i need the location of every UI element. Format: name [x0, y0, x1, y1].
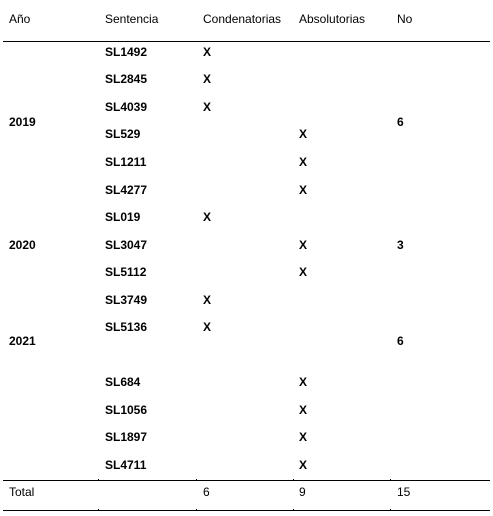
- no-count-cell: 6: [397, 334, 404, 348]
- header-no: No: [397, 12, 413, 26]
- absolutoria-mark: X: [299, 458, 308, 472]
- column-separator: [196, 479, 197, 481]
- absolutoria-mark: X: [299, 265, 308, 279]
- sentencia-cell: SL5136: [105, 320, 148, 334]
- sentencia-cell: SL4277: [105, 183, 148, 197]
- condenatoria-mark: X: [203, 45, 212, 59]
- total-label: Total: [9, 485, 35, 499]
- column-separator: [293, 479, 294, 481]
- sentencia-cell: SL1492: [105, 45, 148, 59]
- condenatoria-mark: X: [203, 100, 212, 114]
- absolutoria-mark: X: [299, 183, 308, 197]
- total-top-rule: [3, 480, 490, 481]
- total-absolutorias: 9: [299, 485, 306, 499]
- sentencia-cell: SL019: [105, 210, 141, 224]
- table-bottom-rule: [3, 510, 490, 511]
- sentencia-cell: SL1056: [105, 403, 148, 417]
- header-condenatorias: Condenatorias: [203, 12, 282, 26]
- sentencia-cell: SL1897: [105, 430, 148, 444]
- condenatoria-mark: X: [203, 210, 212, 224]
- condenatoria-mark: X: [203, 320, 212, 334]
- total-condenatorias: 6: [203, 485, 210, 499]
- column-separator: [293, 509, 294, 511]
- sentencia-cell: SL2845: [105, 72, 148, 86]
- header-absolutorias: Absolutorias: [299, 12, 366, 26]
- absolutoria-mark: X: [299, 403, 308, 417]
- sentencia-cell: SL5112: [105, 265, 147, 279]
- absolutoria-mark: X: [299, 375, 308, 389]
- column-separator: [390, 509, 391, 511]
- header-year: Año: [9, 12, 31, 26]
- absolutoria-mark: X: [299, 155, 308, 169]
- sentencia-cell: SL529: [105, 127, 141, 141]
- condenatoria-mark: X: [203, 293, 212, 307]
- sentencia-cell: SL3749: [105, 293, 148, 307]
- no-count-cell: 6: [397, 115, 404, 129]
- condenatoria-mark: X: [203, 72, 212, 86]
- column-separator: [98, 509, 99, 511]
- sentencia-cell: SL4711: [105, 458, 147, 472]
- no-count-cell: 3: [397, 238, 404, 252]
- column-separator: [196, 509, 197, 511]
- absolutoria-mark: X: [299, 430, 308, 444]
- column-separator: [98, 479, 99, 481]
- sentencia-cell: SL1211: [105, 155, 147, 169]
- sentencia-cell: SL4039: [105, 100, 148, 114]
- total-no: 15: [397, 485, 411, 499]
- absolutoria-mark: X: [299, 238, 308, 252]
- header-sentencia: Sentencia: [105, 12, 159, 26]
- sentencia-cell: SL684: [105, 375, 141, 389]
- year-cell: 2019: [9, 115, 36, 129]
- header-rule: [3, 41, 490, 42]
- absolutoria-mark: X: [299, 127, 308, 141]
- column-separator: [390, 479, 391, 481]
- year-cell: 2020: [9, 238, 36, 252]
- year-cell: 2021: [9, 334, 36, 348]
- sentencia-cell: SL3047: [105, 238, 148, 252]
